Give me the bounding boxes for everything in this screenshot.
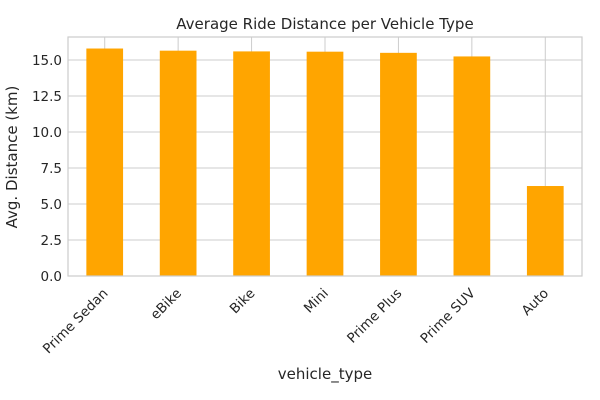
x-tick-label: Prime Sedan [40, 286, 112, 358]
x-tick-label: Auto [519, 286, 552, 319]
bar-auto [526, 186, 564, 276]
y-tick-label: 12.5 [32, 89, 62, 105]
y-tick-labels: 0.0 2.5 5.0 7.5 10.0 12.5 15.0 [32, 53, 62, 285]
y-axis-label: Avg. Distance (km) [3, 86, 21, 229]
bar-ebike [159, 50, 197, 277]
bar-prime-suv [453, 56, 491, 276]
bar-prime-sedan [86, 48, 124, 277]
chart-title: Average Ride Distance per Vehicle Type [176, 15, 473, 33]
y-tick-label: 10.0 [32, 125, 62, 141]
x-tick-label: eBike [148, 286, 185, 323]
x-tick-labels: Prime Sedan eBike Bike Mini Prime Plus Prime … [40, 285, 552, 357]
y-tick-label: 15.0 [32, 53, 62, 69]
x-tick-label: Prime SUV [417, 285, 479, 347]
y-tick-label: 7.5 [41, 161, 62, 177]
bars [86, 48, 564, 277]
bar-prime-plus [380, 52, 417, 277]
y-tick-label: 2.5 [41, 233, 62, 249]
x-tick-label: Mini [301, 286, 332, 317]
x-tick-label: Bike [227, 286, 259, 318]
y-tick-label: 0.0 [41, 269, 62, 285]
plot-frame [67, 36, 583, 277]
bar-bike [233, 51, 270, 277]
bar-mini [306, 51, 344, 276]
x-axis-label: vehicle_type [278, 365, 372, 384]
y-tick-label: 5.0 [41, 197, 62, 213]
x-tick-label: Prime Plus [344, 286, 405, 347]
